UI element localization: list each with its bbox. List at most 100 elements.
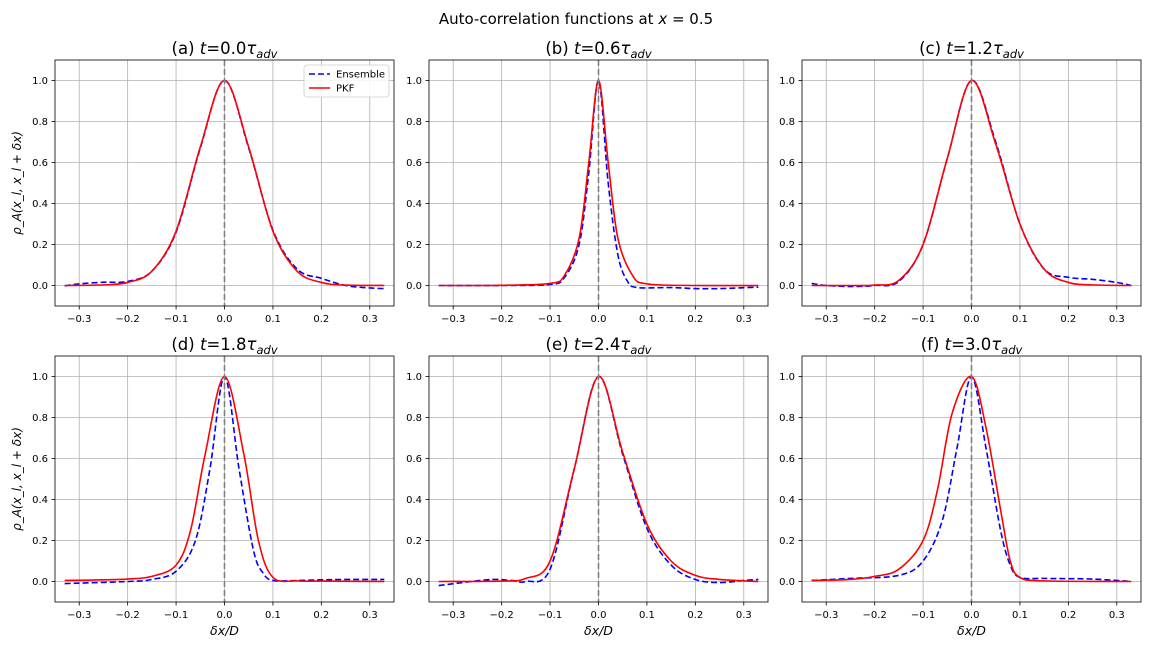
panel-b: −0.3 −0.2 −0.1 0.0 0.1 0.2 0.3 0.0 0.2 0.4 0.6 0.8 1… <box>406 39 769 325</box>
x-tick-label: −0.1 <box>538 314 562 325</box>
series-line-ensemble <box>811 375 1132 583</box>
y-tick-label: 0.6 <box>406 158 422 169</box>
y-tick-label: 1.0 <box>779 372 795 383</box>
x-tick-label: 0.1 <box>265 314 281 325</box>
y-tick-label: 1.0 <box>32 76 48 87</box>
x-tick-label: 0.1 <box>265 610 281 621</box>
x-tick-label: −0.3 <box>814 314 838 325</box>
x-tick-label: −0.2 <box>489 610 513 621</box>
x-tick-label: 0.0 <box>217 314 233 325</box>
y-tick-label: 1.0 <box>406 76 422 87</box>
y-tick-label: 0.6 <box>779 454 795 465</box>
panel-f: −0.3 −0.2 −0.1 0.0 0.1 0.2 0.3 0.0 0.2 0.4 0.6 0.8 1… <box>779 335 1142 638</box>
y-tick-label: 0.0 <box>32 281 48 292</box>
x-axis-label: δx/D <box>957 623 986 638</box>
x-tick-label: 0.2 <box>687 610 703 621</box>
panel-d: −0.3 −0.2 −0.1 0.0 0.1 0.2 0.3 0.0 0.2 0.4 0.6 0.8 1… <box>10 335 395 638</box>
legend: Ensemble PKF <box>303 64 390 98</box>
y-tick-label: 0.4 <box>779 199 795 210</box>
y-tick-label: 0.6 <box>406 454 422 465</box>
x-tick-label: −0.3 <box>67 314 91 325</box>
x-tick-label: 0.0 <box>591 314 607 325</box>
x-tick-label: −0.3 <box>814 610 838 621</box>
x-tick-label: 0.0 <box>964 314 980 325</box>
x-tick-label: 0.2 <box>1060 314 1076 325</box>
series-line-pkf <box>438 375 759 583</box>
x-tick-label: 0.3 <box>1109 314 1125 325</box>
legend-label-pkf: PKF <box>336 84 355 95</box>
x-tick-label: −0.2 <box>862 314 886 325</box>
panel-title: (c) t=1.2τadv <box>919 39 1024 61</box>
y-tick-label: 0.0 <box>779 577 795 588</box>
y-tick-label: 0.8 <box>406 117 422 128</box>
series-line-ensemble <box>64 79 385 290</box>
x-tick-label: 0.3 <box>736 610 752 621</box>
panel-title: (a) t=0.0τadv <box>172 39 278 61</box>
legend-box <box>303 64 390 98</box>
x-tick-label: −0.1 <box>164 610 188 621</box>
figure-title: Auto-correlation functions at x = 0.5 <box>438 10 714 28</box>
y-tick-label: 0.4 <box>406 495 422 506</box>
y-tick-label: 0.0 <box>779 281 795 292</box>
y-tick-label: 1.0 <box>406 372 422 383</box>
series-line-ensemble <box>64 375 385 585</box>
panel-title: (f) t=3.0τadv <box>921 335 1023 357</box>
y-axis-label: ρ_A(x_l, x_l + δx) <box>10 427 24 531</box>
x-tick-label: 0.0 <box>591 610 607 621</box>
x-tick-label: 0.2 <box>687 314 703 325</box>
x-tick-label: 0.0 <box>964 610 980 621</box>
x-tick-label: 0.2 <box>313 610 329 621</box>
x-tick-label: −0.2 <box>862 610 886 621</box>
x-tick-label: −0.3 <box>67 610 91 621</box>
y-tick-label: 0.6 <box>32 158 48 169</box>
y-tick-label: 1.0 <box>32 372 48 383</box>
x-tick-label: −0.2 <box>115 610 139 621</box>
x-axis-label: δx/D <box>584 623 613 638</box>
x-tick-label: 0.2 <box>1060 610 1076 621</box>
x-tick-label: −0.2 <box>489 314 513 325</box>
x-tick-label: −0.1 <box>538 610 562 621</box>
y-tick-label: 0.6 <box>32 454 48 465</box>
x-tick-label: 0.3 <box>362 610 378 621</box>
panel-title: (b) t=0.6τadv <box>545 39 651 61</box>
panel-a: −0.3 −0.2 −0.1 0.0 0.1 0.2 0.3 0.0 0.2 0.4 0.6 0.8 1… <box>10 39 395 325</box>
x-tick-label: 0.1 <box>639 314 655 325</box>
y-tick-label: 0.2 <box>32 240 48 251</box>
x-tick-label: 0.1 <box>1012 314 1028 325</box>
y-tick-label: 0.8 <box>406 413 422 424</box>
y-tick-label: 0.2 <box>32 536 48 547</box>
legend-label-ensemble: Ensemble <box>336 70 385 81</box>
x-tick-label: −0.1 <box>911 610 935 621</box>
y-axis-label: ρ_A(x_l, x_l + δx) <box>10 131 24 235</box>
y-tick-label: 0.2 <box>779 536 795 547</box>
y-tick-label: 0.0 <box>406 577 422 588</box>
series-line-pkf <box>811 375 1132 583</box>
x-axis-label: δx/D <box>210 623 239 638</box>
x-tick-label: −0.3 <box>441 314 465 325</box>
series-line-ensemble <box>811 79 1132 288</box>
y-tick-label: 0.0 <box>406 281 422 292</box>
y-tick-label: 1.0 <box>779 76 795 87</box>
panel-title: (e) t=2.4τadv <box>546 335 652 357</box>
y-tick-label: 0.8 <box>779 117 795 128</box>
x-tick-label: −0.1 <box>911 314 935 325</box>
y-tick-label: 0.6 <box>779 158 795 169</box>
x-tick-label: −0.1 <box>164 314 188 325</box>
y-tick-label: 0.2 <box>406 240 422 251</box>
x-tick-label: 0.3 <box>1109 610 1125 621</box>
panel-e: −0.3 −0.2 −0.1 0.0 0.1 0.2 0.3 0.0 0.2 0.4 0.6 0.8 1… <box>406 335 769 638</box>
x-tick-label: 0.1 <box>639 610 655 621</box>
y-tick-label: 0.8 <box>32 117 48 128</box>
x-tick-label: −0.3 <box>441 610 465 621</box>
y-tick-label: 0.8 <box>779 413 795 424</box>
y-tick-label: 0.2 <box>779 240 795 251</box>
panel-c: −0.3 −0.2 −0.1 0.0 0.1 0.2 0.3 0.0 0.2 0.4 0.6 0.8 1… <box>779 39 1142 325</box>
y-tick-label: 0.8 <box>32 413 48 424</box>
x-tick-label: 0.0 <box>217 610 233 621</box>
x-tick-label: 0.3 <box>736 314 752 325</box>
y-tick-label: 0.0 <box>32 577 48 588</box>
y-tick-label: 0.2 <box>406 536 422 547</box>
y-tick-label: 0.4 <box>406 199 422 210</box>
